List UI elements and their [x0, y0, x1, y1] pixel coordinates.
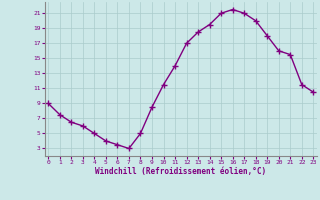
X-axis label: Windchill (Refroidissement éolien,°C): Windchill (Refroidissement éolien,°C) — [95, 167, 266, 176]
